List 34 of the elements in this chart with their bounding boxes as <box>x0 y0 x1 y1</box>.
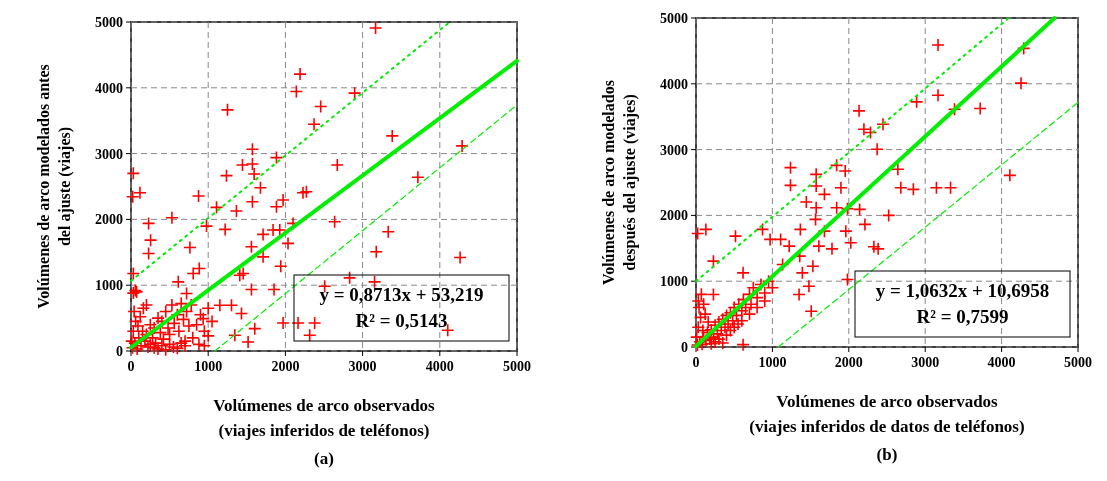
y-tick-label: 0 <box>116 344 123 359</box>
annotation: y = 0,8713x + 53,219 <box>319 284 484 305</box>
text: (a) <box>314 449 334 468</box>
annotation: R² = 0,5143 <box>355 310 448 331</box>
x-tick-label: 1000 <box>194 359 223 374</box>
annotation: y = 1,0632x + 10,6958 <box>875 280 1050 301</box>
x-tick-label: 0 <box>127 359 135 374</box>
x-tick-label: 5000 <box>1064 355 1092 370</box>
x-tick-label: 5000 <box>503 359 531 374</box>
text: (b) <box>876 445 898 464</box>
x-tick-label: 2000 <box>271 359 300 374</box>
y-axis-title: Volúmenes de arco modelados después del ajuste (viajes) <box>600 80 639 285</box>
y-tick-label: 3000 <box>660 142 688 158</box>
y-tick-label: 2000 <box>95 212 123 228</box>
y-tick-label: 1000 <box>660 274 688 290</box>
annotation: R² = 0,7599 <box>916 306 1009 327</box>
y-tick-label: 2000 <box>660 208 688 224</box>
y-tick-label: 4000 <box>95 80 123 96</box>
y-tick-label: 0 <box>681 340 688 355</box>
x-tick-label: 0 <box>692 355 700 370</box>
x-axis-title: Volúmenes de arco observados (viajes inferidos de teléfonos) <box>213 396 436 440</box>
y-tick-label: 5000 <box>95 15 123 30</box>
x-tick-label: 2000 <box>834 355 863 370</box>
y-tick-label: 3000 <box>95 146 123 162</box>
x-tick-label: 3000 <box>911 355 940 370</box>
y-tick-label: 4000 <box>660 76 688 92</box>
y-axis-title: Volúmenes de arco modelados antes del ajuste (viajes) <box>35 64 74 309</box>
x-tick-label: 3000 <box>348 359 377 374</box>
x-axis-title: Volúmenes de arco observados (viajes inferidos de datos de teléfonos) <box>749 392 1025 436</box>
x-tick-label: 4000 <box>425 359 454 374</box>
x-tick-label: 1000 <box>758 355 787 370</box>
x-tick-label: 4000 <box>987 355 1016 370</box>
y-tick-label: 5000 <box>660 11 688 26</box>
y-tick-label: 1000 <box>95 278 123 294</box>
